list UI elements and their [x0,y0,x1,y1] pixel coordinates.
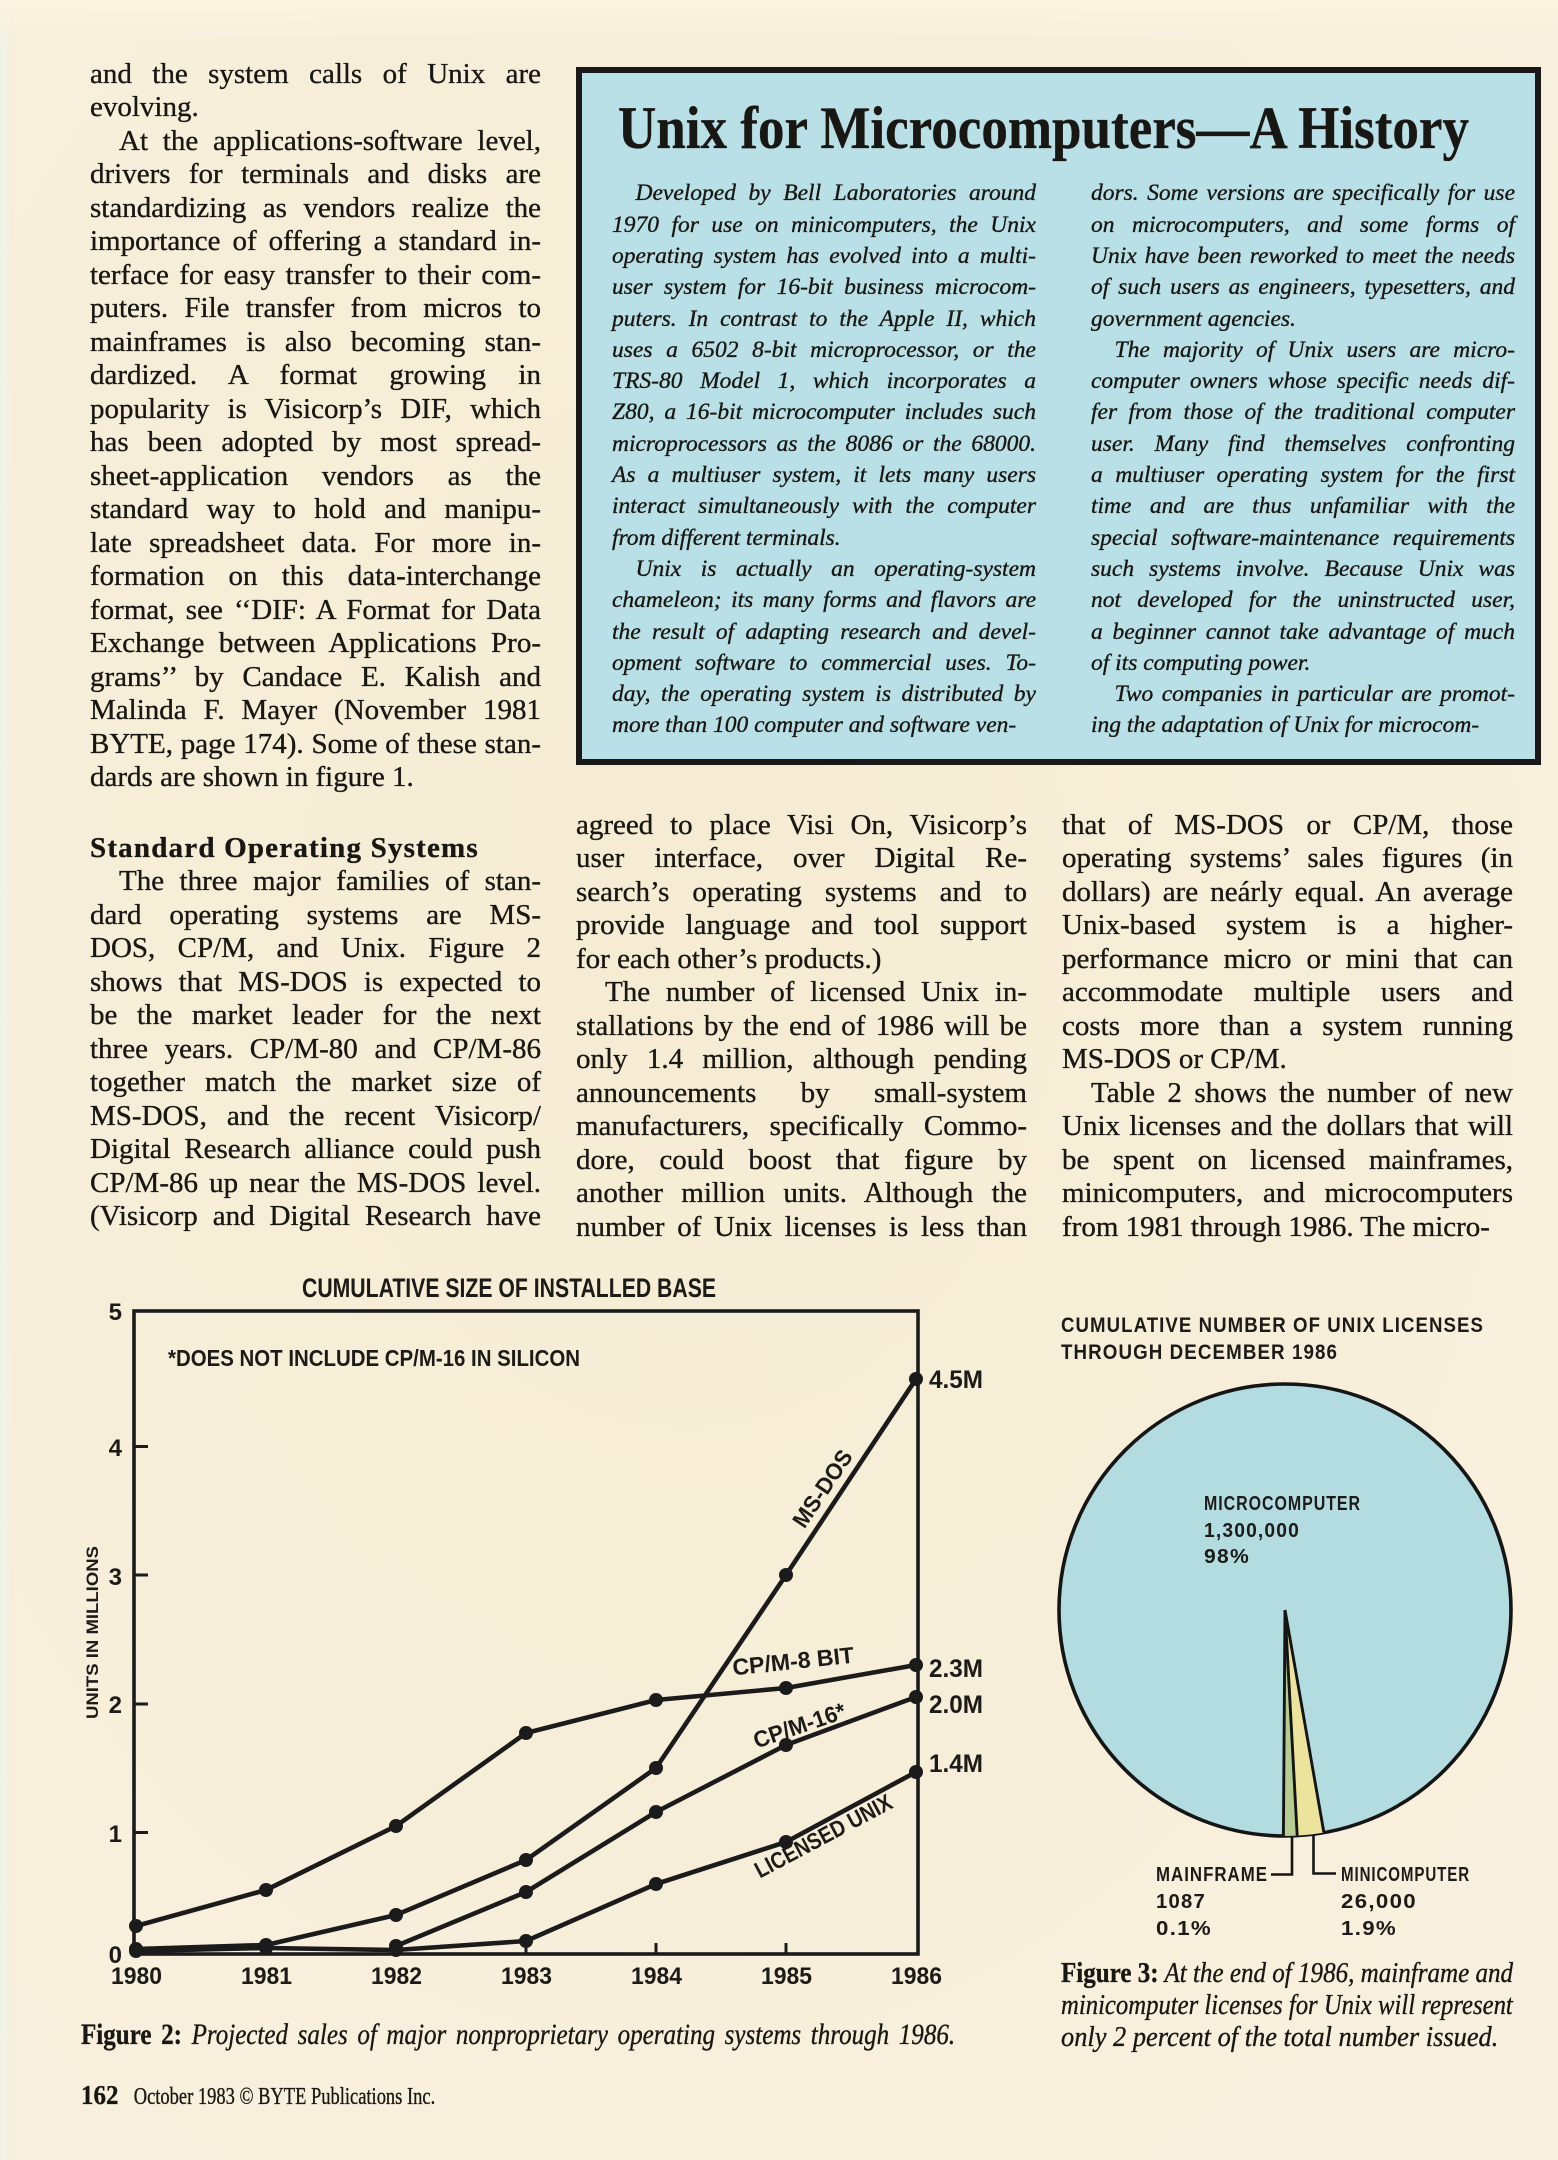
svg-text:UNITS IN MILLIONS: UNITS IN MILLIONS [83,1546,102,1719]
svg-text:CUMULATIVE SIZE OF INSTALLED B: CUMULATIVE SIZE OF INSTALLED BASE [302,1273,716,1303]
svg-text:CP/M-8 BIT: CP/M-8 BIT [731,1642,855,1681]
svg-text:CP/M-16*: CP/M-16* [750,1698,849,1754]
svg-text:THROUGH DECEMBER 1986: THROUGH DECEMBER 1986 [1061,1341,1338,1364]
svg-text:4.5M: 4.5M [929,1366,983,1394]
svg-text:2.3M: 2.3M [929,1655,983,1683]
svg-text:1980: 1980 [111,1963,162,1990]
svg-text:26,000: 26,000 [1341,1891,1417,1913]
svg-text:4: 4 [109,1435,123,1462]
svg-text:1.4M: 1.4M [929,1750,983,1778]
svg-text:1.9%: 1.9% [1341,1918,1397,1940]
svg-text:1: 1 [109,1821,122,1848]
svg-text:5: 5 [109,1299,122,1326]
svg-text:1,300,000: 1,300,000 [1204,1520,1300,1542]
svg-text:1981: 1981 [241,1963,292,1990]
svg-text:MICROCOMPUTER: MICROCOMPUTER [1204,1493,1361,1515]
svg-text:2: 2 [109,1692,122,1719]
svg-text:*DOES NOT INCLUDE CP/M-16 IN S: *DOES NOT INCLUDE CP/M-16 IN SILICON [168,1345,580,1371]
svg-text:0.1%: 0.1% [1156,1918,1212,1940]
svg-text:1983: 1983 [501,1963,552,1990]
svg-text:1982: 1982 [371,1963,422,1990]
svg-text:LICENSED UNIX: LICENSED UNIX [750,1789,897,1884]
svg-text:3: 3 [109,1564,122,1591]
svg-text:1087: 1087 [1156,1891,1206,1913]
svg-text:1984: 1984 [631,1963,682,1990]
svg-text:98%: 98% [1204,1546,1250,1568]
svg-text:CUMULATIVE NUMBER OF UNIX LICE: CUMULATIVE NUMBER OF UNIX LICENSES [1061,1314,1484,1337]
svg-text:1985: 1985 [761,1963,812,1990]
svg-text:MAINFRAME: MAINFRAME [1156,1864,1268,1886]
svg-text:1986: 1986 [891,1963,942,1990]
svg-text:MINICOMPUTER: MINICOMPUTER [1341,1864,1470,1886]
svg-text:2.0M: 2.0M [929,1691,983,1719]
svg-text:0: 0 [109,1942,122,1969]
